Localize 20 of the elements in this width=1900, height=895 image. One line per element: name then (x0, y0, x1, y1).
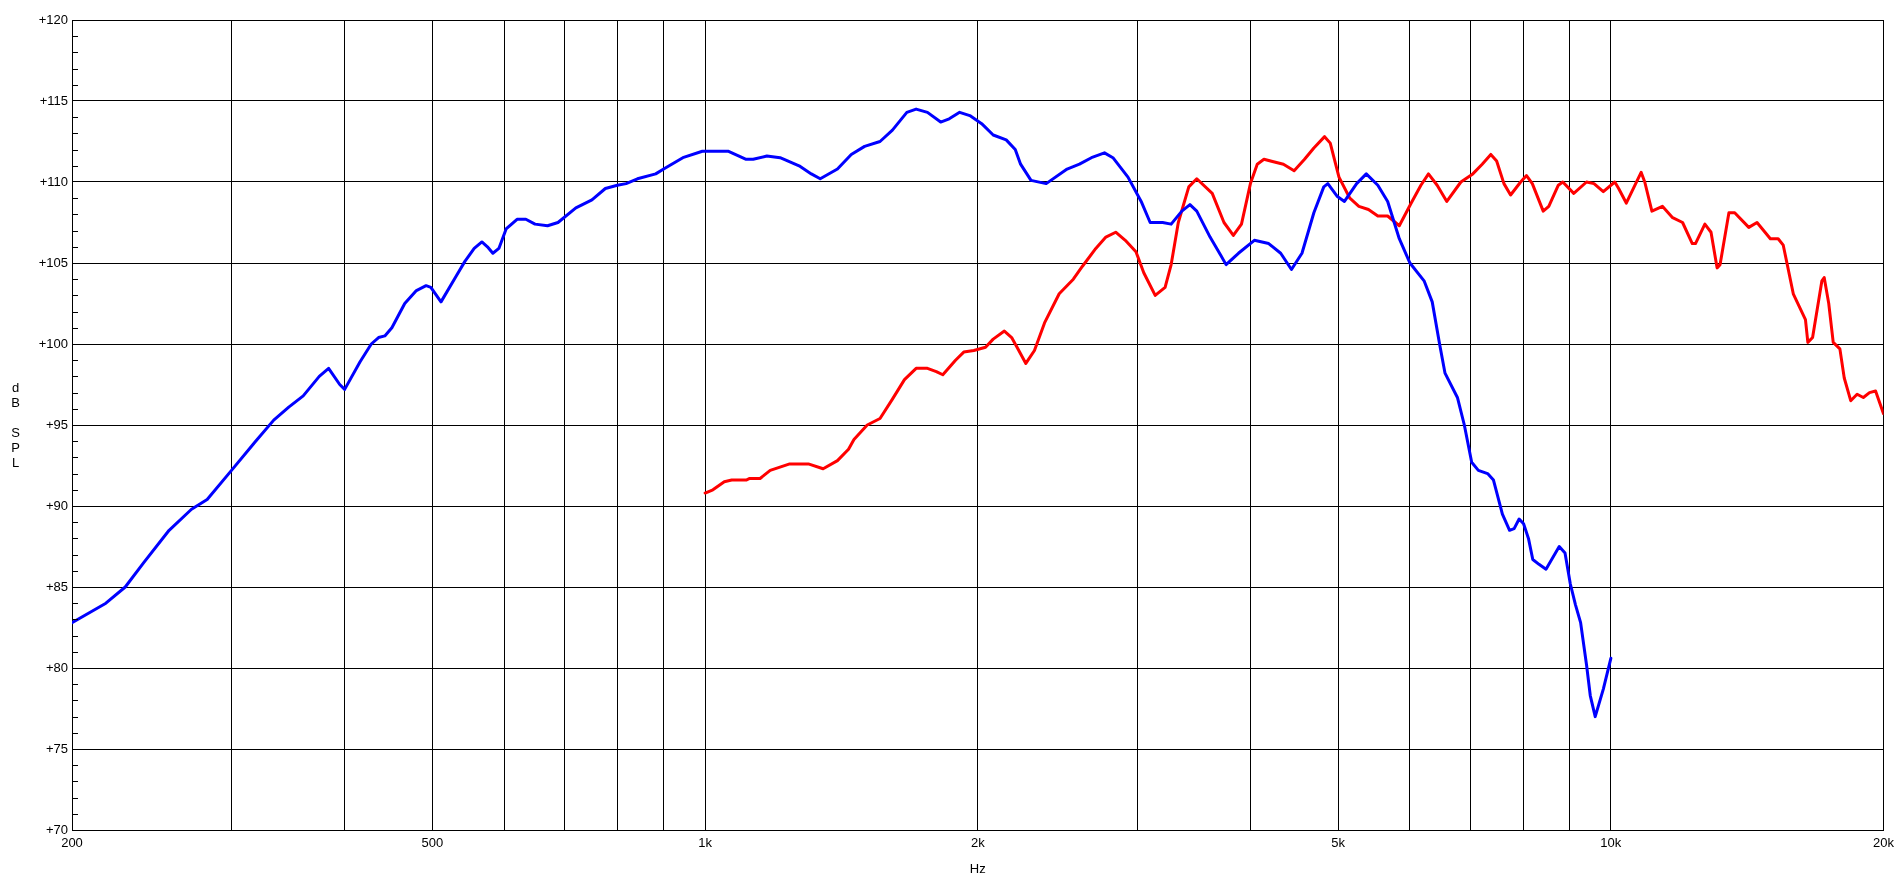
x-tick-label: 1k (698, 835, 713, 851)
y-axis-title: dB SPL (8, 380, 23, 470)
y-tick-label: +85 (45, 578, 68, 594)
x-tick-label: 5k (1331, 835, 1346, 851)
y-tick-label: +90 (45, 497, 68, 513)
y-tick-label: +105 (38, 254, 68, 270)
y-tick-label: +75 (45, 740, 68, 756)
x-tick-label: 200 (61, 835, 83, 851)
x-axis-title: Hz (969, 860, 986, 876)
y-tick-label: +95 (45, 416, 68, 432)
y-tick-label: +80 (45, 659, 68, 675)
y-tick-label: +115 (39, 92, 68, 108)
y-tick-label: +110 (39, 173, 68, 189)
x-tick-label: 20k (1873, 835, 1895, 851)
x-tick-label: 2k (970, 835, 986, 851)
y-tick-label: +70 (45, 821, 68, 837)
x-tick-label: 500 (421, 835, 444, 851)
y-tick-label: +120 (38, 11, 68, 27)
x-tick-label: 10k (1600, 835, 1622, 851)
y-tick-label: +100 (38, 335, 68, 351)
